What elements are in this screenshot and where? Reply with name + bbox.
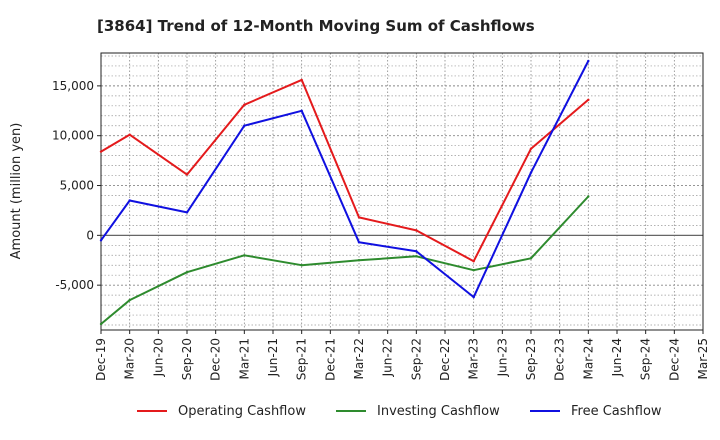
data-point	[99, 150, 103, 153]
data-point	[128, 298, 131, 302]
data-point	[300, 78, 303, 82]
data-point	[472, 260, 475, 263]
data-point	[185, 211, 189, 214]
legend-label: Operating Cashflow	[178, 404, 306, 419]
plot-area: Dec-19 Mar-20 Jun-20 Sep-20 Dec-20 Mar-21 Jun-…	[52, 52, 710, 381]
legend-label: Free Cashflow	[571, 404, 662, 419]
data-point	[243, 103, 246, 107]
data-point	[357, 216, 361, 219]
plot-background	[101, 53, 703, 330]
data-point	[587, 59, 590, 63]
data-point	[587, 195, 590, 198]
data-point	[243, 124, 246, 127]
legend-label: Investing Cashflow	[377, 404, 500, 419]
data-point	[357, 241, 361, 244]
chart-title: [3864] Trend of 12-Month Moving Sum of C…	[97, 17, 535, 35]
y-tick-label: 5,000	[60, 179, 94, 193]
data-point	[357, 259, 361, 262]
x-tick-label: Dec-23	[553, 338, 567, 381]
plot-frame	[100, 52, 704, 331]
x-tick-label: Sep-23	[524, 338, 538, 380]
x-tick-label: Jun-20	[151, 338, 165, 377]
data-point	[243, 254, 246, 257]
data-point	[415, 250, 418, 253]
data-point	[99, 322, 103, 326]
x-tick-label: Dec-19	[94, 338, 108, 381]
data-point	[185, 271, 189, 274]
data-point	[529, 147, 533, 150]
y-tick-label: 15,000	[52, 79, 94, 93]
y-tick-label: 0	[86, 228, 94, 242]
data-point	[587, 98, 590, 102]
x-tick-label: Sep-22	[409, 338, 423, 380]
data-point	[415, 229, 418, 232]
data-point	[300, 109, 303, 112]
series-line-3	[100, 60, 590, 299]
x-tick-label: Dec-20	[209, 338, 223, 381]
x-tick-label: Jun-21	[266, 338, 280, 377]
x-tick-label: Dec-21	[323, 338, 337, 381]
x-tick-label: Sep-20	[180, 338, 194, 380]
x-tick-label: Jun-23	[495, 338, 509, 377]
x-tick-label: Dec-22	[438, 338, 452, 381]
data-point	[185, 173, 189, 176]
data-point	[472, 295, 475, 299]
y-tick-label: -5,000	[55, 278, 94, 292]
x-tick-label: Dec-24	[667, 338, 681, 381]
x-tick-label: Mar-25	[696, 338, 710, 379]
series-line-1	[100, 78, 589, 263]
y-tick-label: 10,000	[52, 129, 94, 143]
x-tick-label: Mar-22	[352, 338, 366, 379]
data-point	[128, 133, 131, 136]
x-tick-label: Mar-23	[467, 338, 481, 379]
x-tick-label: Sep-21	[295, 338, 309, 380]
x-tick-label: Mar-20	[123, 338, 137, 379]
data-point	[300, 264, 303, 267]
legend: Operating Cashflow Investing Cashflow Free…	[137, 404, 662, 419]
series-line-2	[100, 195, 590, 325]
y-axis-label: Amount (million yen)	[9, 123, 24, 260]
data-point	[128, 199, 131, 202]
x-tick-label: Sep-24	[639, 338, 653, 380]
data-point	[529, 171, 533, 174]
data-point	[415, 255, 418, 258]
data-point	[529, 257, 533, 260]
x-tick-label: Mar-21	[237, 338, 251, 379]
x-tick-label: Jun-24	[610, 338, 624, 377]
x-tick-label: Jun-22	[381, 338, 395, 377]
data-point	[472, 269, 475, 272]
x-tick-label: Mar-24	[581, 338, 595, 379]
data-point	[99, 239, 103, 242]
